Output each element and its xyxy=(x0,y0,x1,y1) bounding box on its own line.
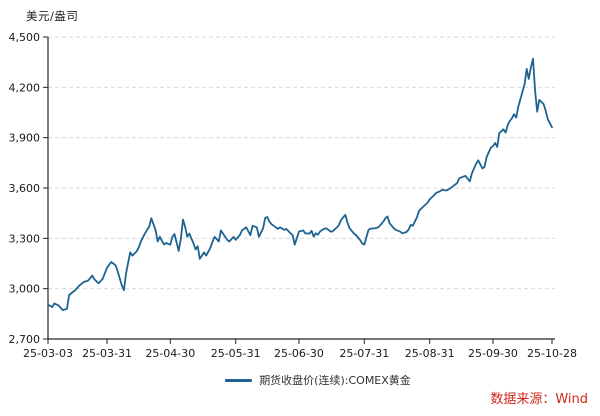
y-axis-unit-label: 美元/盎司 xyxy=(26,9,79,23)
y-tick-label: 3,000 xyxy=(9,283,41,296)
legend-series-label: 期货收盘价(连续):COMEX黄金 xyxy=(259,374,411,387)
legend: 期货收盘价(连续):COMEX黄金 xyxy=(18,371,600,389)
price-series-line xyxy=(47,57,553,312)
y-tick-label: 3,300 xyxy=(9,232,41,245)
x-tick-label: 25-06-30 xyxy=(274,347,324,360)
x-tick-label: 25-05-31 xyxy=(211,347,261,360)
x-tick-label: 25-09-30 xyxy=(468,347,518,360)
data-source-label: 数据来源：Wind xyxy=(490,392,588,407)
x-tick-label: 25-08-31 xyxy=(405,347,455,360)
y-tick-label: 3,600 xyxy=(9,182,41,195)
legend-line-swatch xyxy=(225,378,253,382)
x-tick-label: 25-03-31 xyxy=(82,347,132,360)
y-tick-label: 3,900 xyxy=(9,132,41,145)
y-tick-label: 4,200 xyxy=(9,81,41,94)
y-tick-label: 2,700 xyxy=(9,333,41,346)
x-tick-label: 25-10-28 xyxy=(527,347,577,360)
x-tick-label: 25-07-31 xyxy=(339,347,389,360)
y-tick-label: 4,500 xyxy=(9,31,41,44)
x-tick-label: 25-03-03 xyxy=(23,347,73,360)
x-tick-label: 25-04-30 xyxy=(145,347,195,360)
